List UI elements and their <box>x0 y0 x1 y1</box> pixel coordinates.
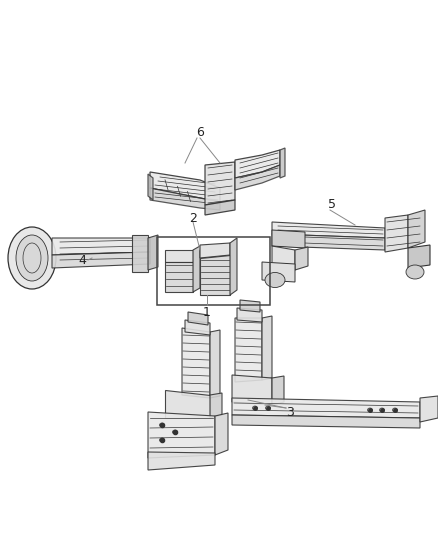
Polygon shape <box>148 412 215 458</box>
Polygon shape <box>420 396 438 422</box>
Polygon shape <box>185 320 210 335</box>
Polygon shape <box>272 222 385 238</box>
Text: 6: 6 <box>196 126 204 140</box>
Polygon shape <box>215 413 228 455</box>
Polygon shape <box>205 200 235 215</box>
Polygon shape <box>240 300 260 312</box>
Polygon shape <box>148 452 215 470</box>
Polygon shape <box>148 235 158 270</box>
Text: 5: 5 <box>328 198 336 212</box>
Polygon shape <box>165 250 193 262</box>
Ellipse shape <box>406 265 424 279</box>
Polygon shape <box>150 188 220 210</box>
Polygon shape <box>210 330 220 398</box>
Polygon shape <box>230 238 237 295</box>
Polygon shape <box>385 215 408 252</box>
Text: 2: 2 <box>189 212 197 224</box>
Polygon shape <box>165 390 210 418</box>
Polygon shape <box>272 246 295 270</box>
Polygon shape <box>150 172 220 202</box>
Ellipse shape <box>16 235 48 281</box>
Polygon shape <box>235 165 280 190</box>
Polygon shape <box>205 162 235 205</box>
Polygon shape <box>193 246 200 292</box>
Polygon shape <box>200 255 230 295</box>
Polygon shape <box>52 252 150 268</box>
Polygon shape <box>237 308 262 322</box>
Polygon shape <box>132 235 148 272</box>
Polygon shape <box>232 375 272 405</box>
Polygon shape <box>408 210 425 248</box>
Polygon shape <box>280 148 285 178</box>
Text: 1: 1 <box>203 306 211 319</box>
Polygon shape <box>165 262 193 292</box>
Polygon shape <box>272 234 385 250</box>
Polygon shape <box>295 247 308 270</box>
Bar <box>157 237 270 305</box>
Text: 4: 4 <box>78 254 86 266</box>
Polygon shape <box>52 238 150 255</box>
Ellipse shape <box>265 272 285 287</box>
Ellipse shape <box>8 227 56 289</box>
Polygon shape <box>235 150 280 178</box>
Polygon shape <box>200 243 230 258</box>
Text: 3: 3 <box>286 407 294 419</box>
Polygon shape <box>262 262 295 282</box>
Polygon shape <box>408 245 430 268</box>
Polygon shape <box>262 316 272 380</box>
Polygon shape <box>148 174 153 200</box>
Polygon shape <box>272 376 284 405</box>
Polygon shape <box>235 318 262 382</box>
Polygon shape <box>182 328 210 398</box>
Polygon shape <box>272 230 305 248</box>
Polygon shape <box>232 398 420 418</box>
Polygon shape <box>210 393 222 418</box>
Polygon shape <box>232 415 420 428</box>
Polygon shape <box>188 312 208 325</box>
